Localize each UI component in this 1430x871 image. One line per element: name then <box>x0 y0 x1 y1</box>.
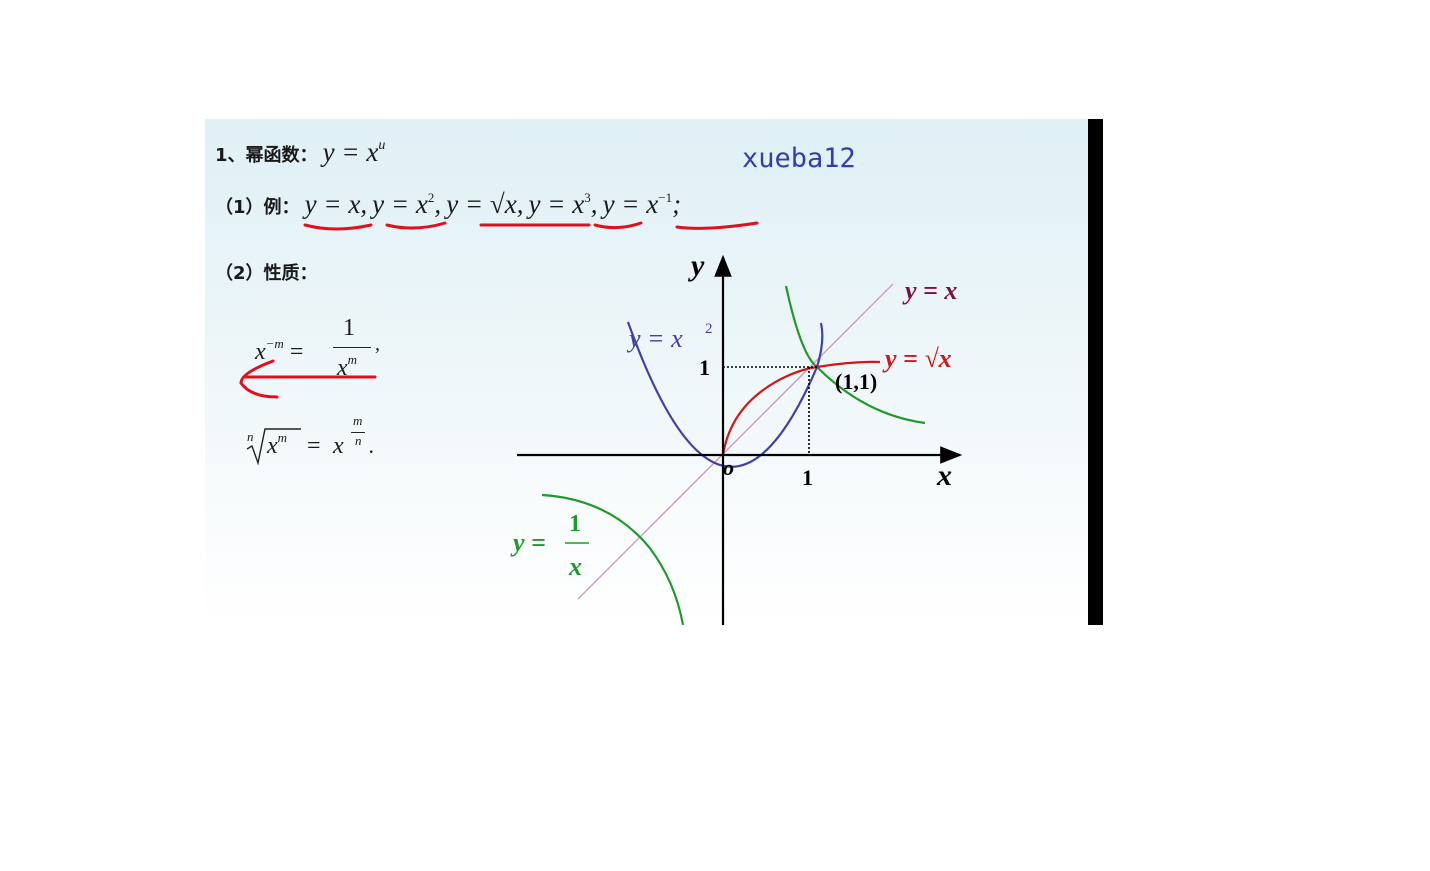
underline-example-2 <box>385 221 447 230</box>
rule2-period: . <box>369 433 375 458</box>
label-inverse-denominator: x <box>568 552 582 581</box>
curve-identity <box>577 283 894 600</box>
origin-label: o <box>723 455 734 480</box>
label-inverse-numerator: 1 <box>569 511 581 537</box>
fraction-bar <box>333 347 371 348</box>
section-heading: 1、幂函数： y = xu <box>215 137 385 168</box>
heading-label: 1、幂函数： <box>215 145 318 166</box>
rule-negative-exponent-denominator: xm <box>337 352 358 381</box>
curve-square <box>626 321 824 468</box>
rule2-rhs-exp-numerator: m <box>353 413 363 428</box>
label-square: y = x <box>626 324 683 353</box>
power-function-graph: y x o 1 1 (1,1) y = x y = x 2 y = √x y =… <box>510 249 963 625</box>
label-inverse-lhs: y = <box>510 528 546 557</box>
examples-row: （1）例： y = x, y = x2, y = √x, y = x3, y =… <box>215 189 681 220</box>
label-sqrt: y = √x <box>882 344 952 373</box>
arrow-head <box>239 359 279 399</box>
rule2-rhs-exp-denominator: n <box>355 433 362 448</box>
label-identity: y = x <box>902 276 957 305</box>
heading-formula-exponent: u <box>378 138 386 153</box>
rule2-rhs-base: x <box>333 433 344 459</box>
x-axis-label: x <box>936 459 952 492</box>
rule2-equals: = <box>307 433 321 459</box>
example-2: y = x2, <box>372 189 442 219</box>
rule-negative-exponent-numerator: 1 <box>343 315 355 341</box>
curve-inverse-q3 <box>541 493 685 625</box>
radicand: xm <box>267 430 288 459</box>
heading-formula: y = x <box>322 137 379 167</box>
rule1-comma: , <box>375 333 380 355</box>
label-square-exponent: 2 <box>705 321 713 337</box>
right-edge-bar <box>1088 119 1103 625</box>
root-index: n <box>247 429 254 444</box>
underline-example-5 <box>675 221 759 230</box>
radical-sign <box>246 428 301 465</box>
curve-sqrt <box>721 360 881 456</box>
point-label: (1,1) <box>835 369 877 394</box>
examples-label: （1）例： <box>215 197 300 218</box>
underline-example-1 <box>303 223 373 231</box>
underline-example-4 <box>593 221 643 230</box>
properties-label: （2）性质： <box>215 263 318 284</box>
x-tick-1: 1 <box>802 465 813 490</box>
example-1: y = x, <box>304 189 368 219</box>
rule-negative-exponent-lhs: x−m = <box>255 336 304 365</box>
y-axis-label: y <box>688 249 705 282</box>
pen-annotations <box>239 221 759 399</box>
y-tick-1: 1 <box>699 355 710 380</box>
example-4: y = x3, <box>528 189 598 219</box>
example-5: y = x−1; <box>602 189 682 219</box>
watermark: xueba12 <box>742 143 856 174</box>
example-3: y = √x, <box>446 189 524 219</box>
lesson-slide: 1、幂函数： y = xu xueba12 （1）例： y = x, y = x… <box>205 119 1088 625</box>
rule2-exp-bar <box>351 432 365 433</box>
